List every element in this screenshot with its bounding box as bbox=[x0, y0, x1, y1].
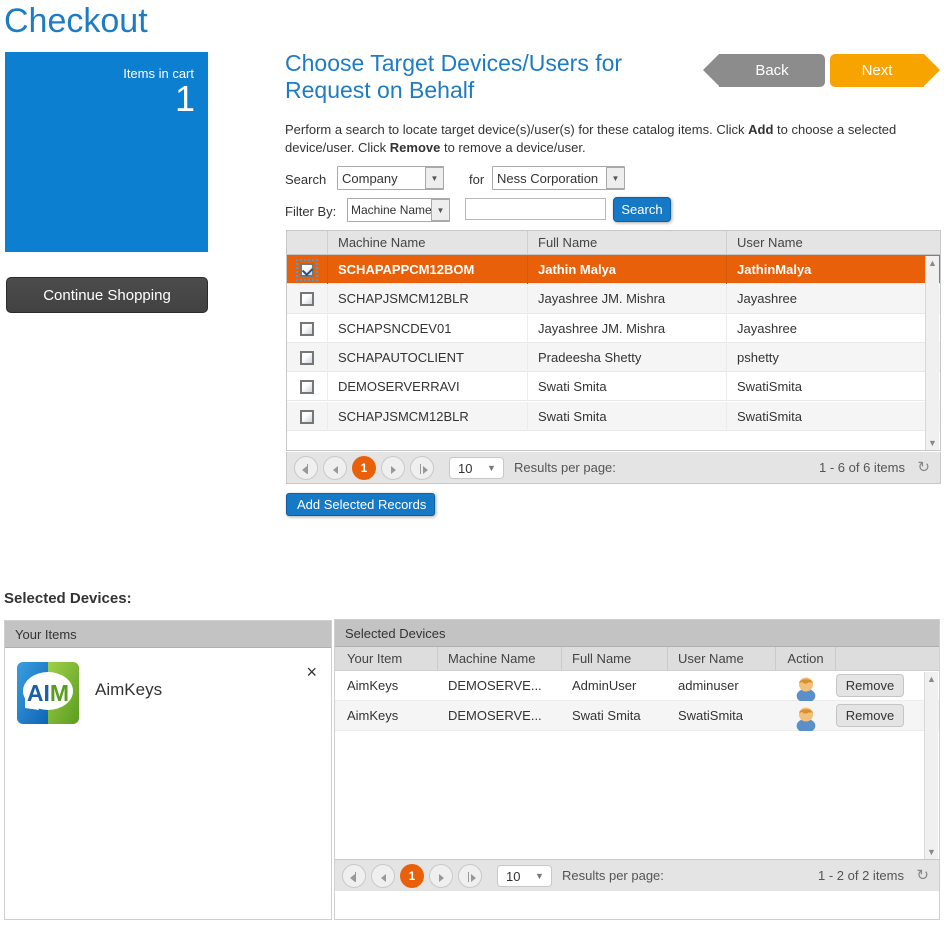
svg-text:AIM: AIM bbox=[27, 680, 69, 706]
